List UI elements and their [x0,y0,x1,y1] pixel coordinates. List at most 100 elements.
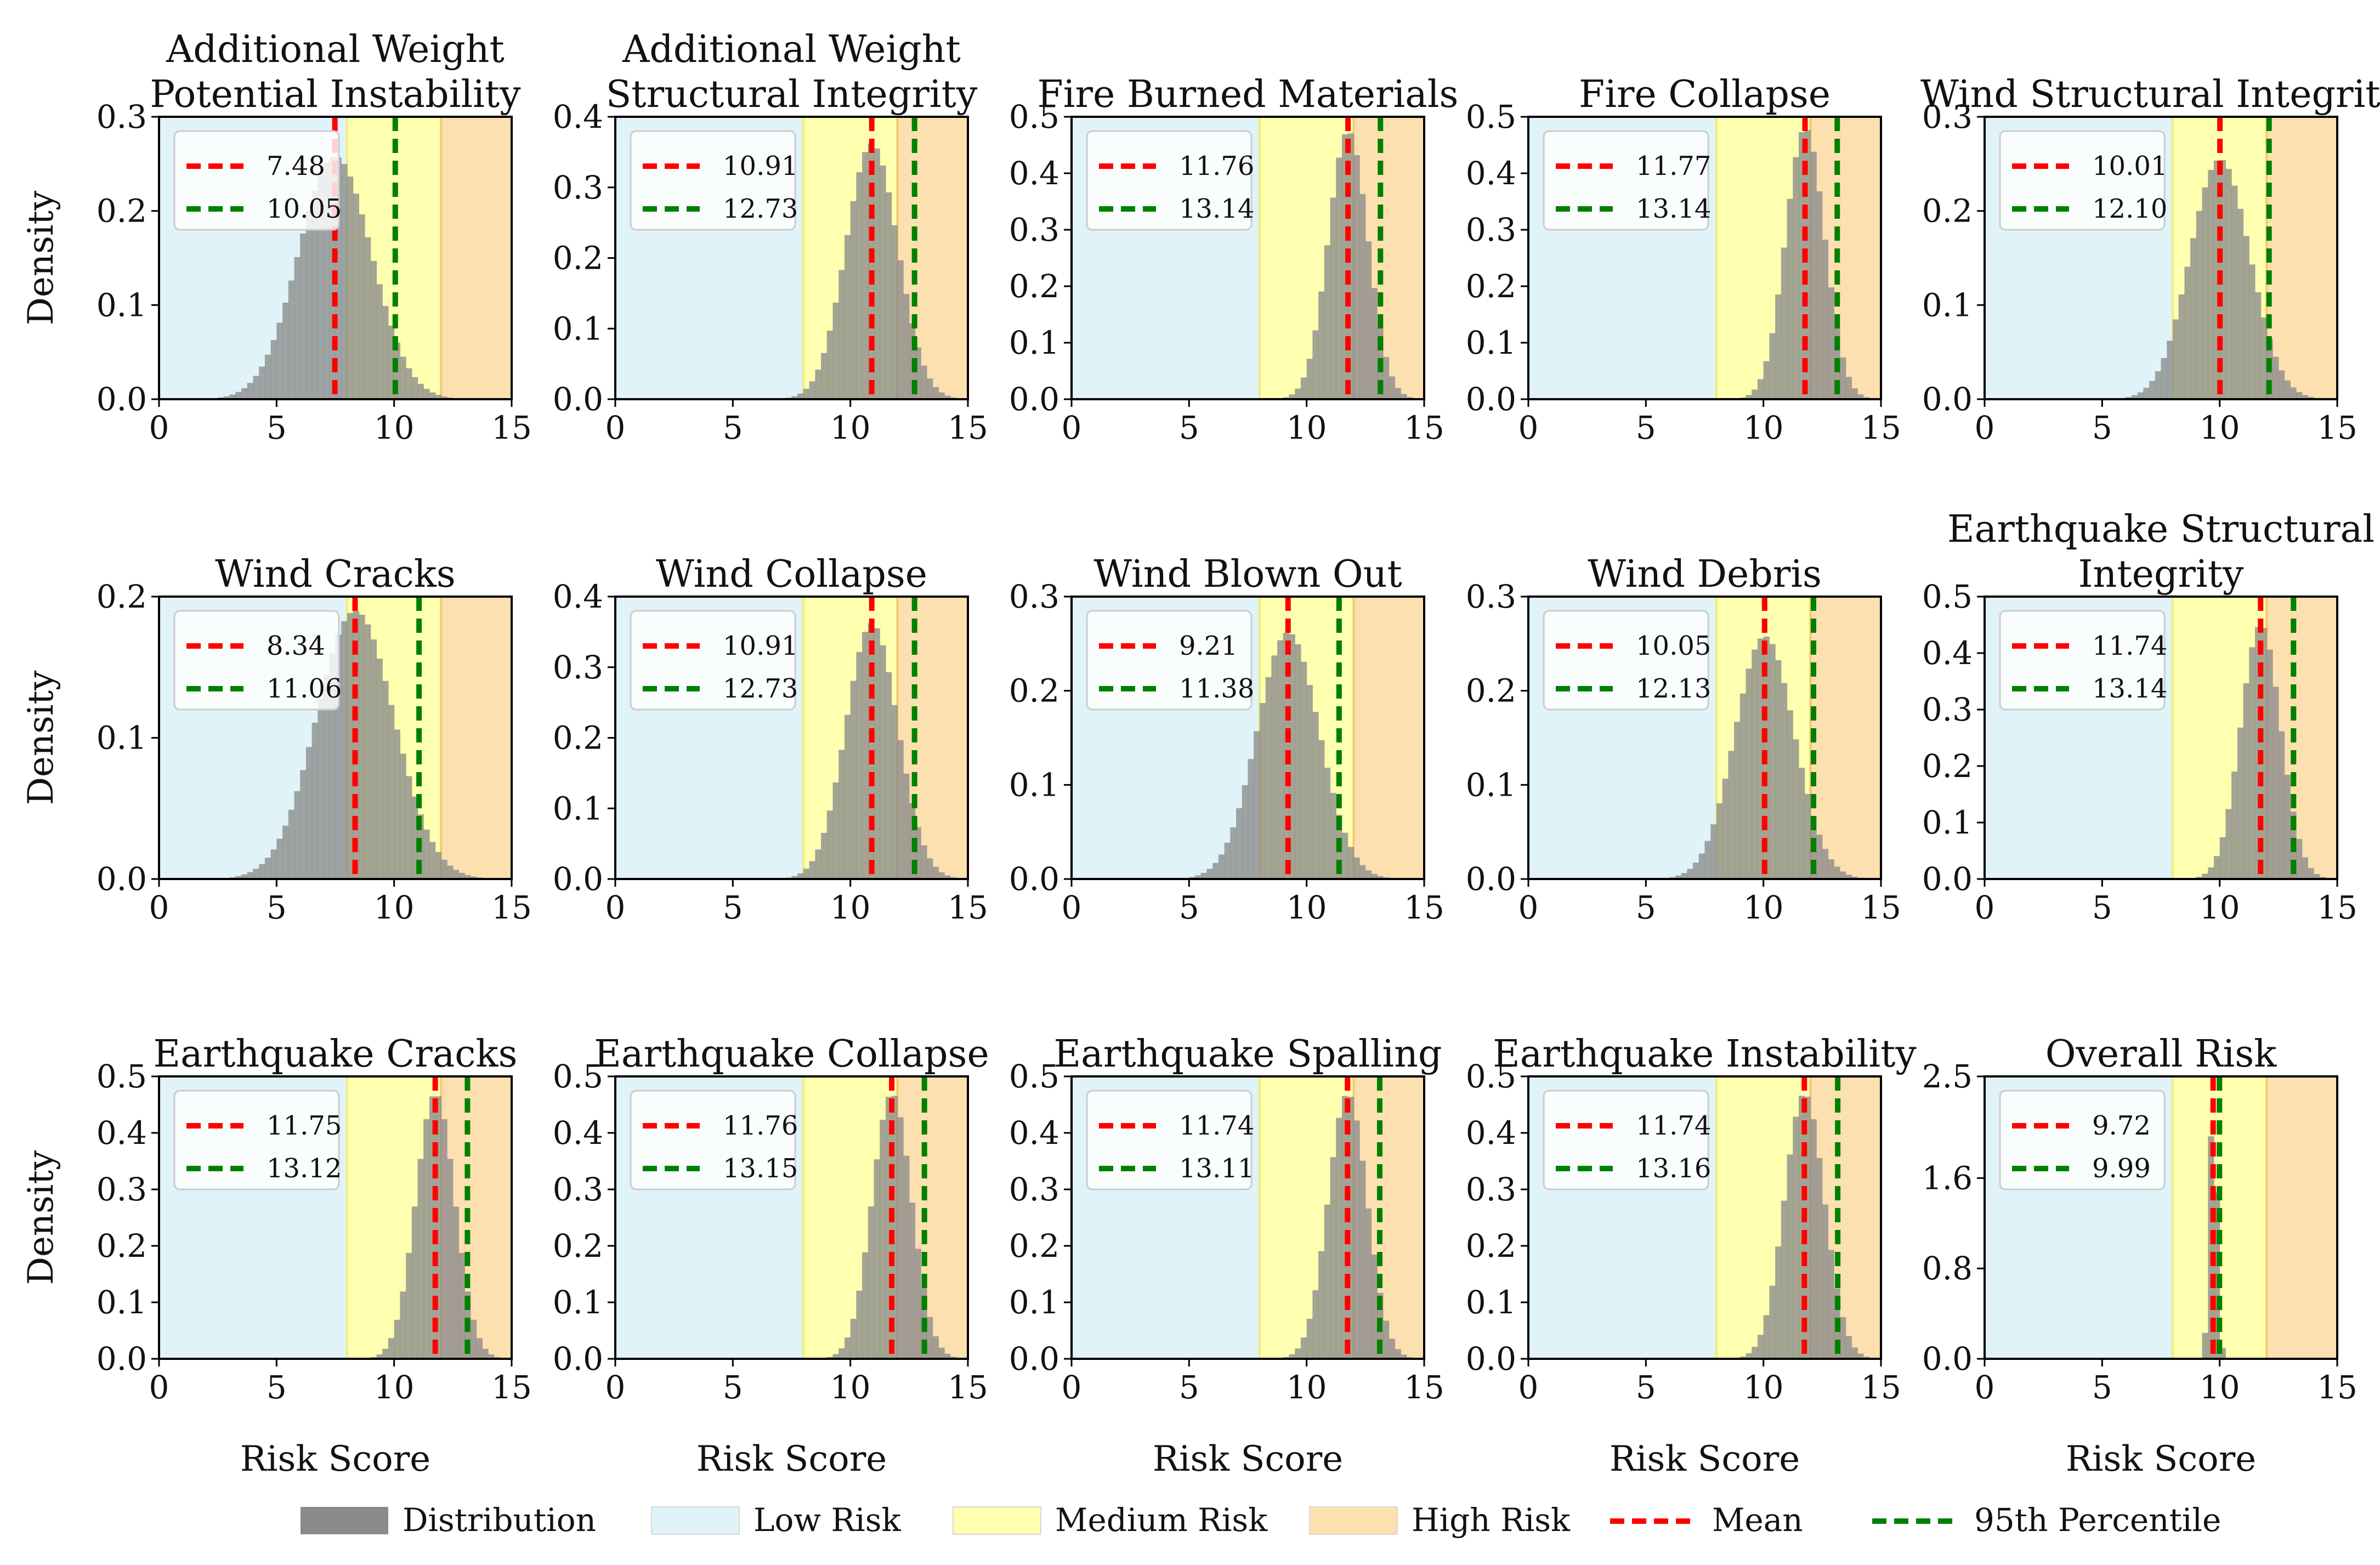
x-tick-label: 10 [830,889,871,926]
y-tick-label: 0.1 [1466,766,1516,803]
legend-label: Distribution [403,1501,596,1539]
y-axis-label: Density [21,1150,61,1285]
panel-6: 0 5 10 15 0.0 0.1 0.2 Wind Cracks 8.34 11.06 Densi… [21,553,532,926]
histogram-bar [2278,370,2285,399]
histogram-bar [1306,359,1313,399]
x-tick-label: 10 [1743,889,1784,926]
histogram-bar [2184,266,2191,399]
panel-9: 0 5 10 15 0.0 0.1 0.2 0.3 Wind Debris 10.05 12.13 [1466,553,1901,926]
histogram-bar [1687,869,1693,879]
histogram-bar [1195,875,1202,879]
panel-title: Earthquake Spalling [1054,1033,1442,1076]
histogram-bar [1341,134,1348,399]
histogram-bar [1787,199,1793,399]
histogram-bar [359,614,365,879]
histogram-bar [305,211,313,399]
histogram-bar [1271,655,1278,879]
histogram-bar [411,796,418,879]
figure-legend: Distribution Low Risk Medium Risk High Risk… [301,1501,2221,1539]
axes-frame [158,116,513,400]
histogram-bar [400,753,406,879]
histogram-bar [1763,361,1770,399]
panel-title: Potential Instability [150,73,521,116]
histogram-bar [288,280,295,399]
histogram-bar [2284,380,2291,399]
panel-legend-box [1543,610,1709,711]
x-tick-label: 10 [830,1369,871,1406]
legend-mean-value: 9.21 [1179,631,1238,661]
histogram-bar [1752,389,1758,399]
histogram-bar [1200,872,1208,879]
legend-mean-value: 7.48 [267,151,325,182]
axes-frame [158,1075,513,1360]
histogram-bar [1300,661,1307,879]
histogram-bar [1318,291,1325,399]
histogram-bar [1206,869,1213,879]
histogram-bar [897,1117,904,1359]
panel-15: 0 5 10 15 0.0 0.8 1.6 2.5 Overall Risk 9.72 9.99 Ri… [1922,1033,2358,1479]
histogram-bar [2266,649,2273,879]
legend-label: Medium Risk [1055,1501,1268,1539]
panel-legend-box [1543,130,1709,231]
panel-1: 0 5 10 15 0.0 0.1 0.2 0.3 Additional WeightPoten… [21,28,532,446]
panel-legend-box [630,1090,796,1190]
y-tick-label: 0.4 [553,98,603,135]
histogram-bar [1710,824,1717,879]
histogram-bar [1347,1097,1354,1359]
histogram-bar [2213,160,2220,399]
histogram-bar [2202,187,2208,399]
panel-title: Earthquake Collapse [594,1033,989,1076]
x-tick-label: 5 [723,409,743,446]
histogram-bar [2290,387,2297,399]
x-tick-label: 0 [1975,889,1995,926]
x-tick-label: 5 [723,1369,743,1406]
histogram-bar [944,395,951,399]
y-tick-label: 0.2 [1922,192,1973,230]
histogram-bar [1371,288,1378,399]
histogram-bar [347,176,354,399]
histogram-bar [1289,1354,1295,1359]
histogram-bar [1371,1254,1378,1359]
x-tick-label: 15 [1404,409,1444,446]
histogram-bar [2260,628,2267,879]
histogram-bar [288,809,295,879]
x-tick-label: 15 [948,409,988,446]
histogram-bar [1395,1349,1401,1359]
histogram-bar [2208,867,2214,879]
histogram-bar [1775,660,1782,879]
y-tick-label: 2.5 [1922,1058,1973,1095]
x-tick-label: 10 [374,409,415,446]
x-tick-label: 0 [1975,1369,1995,1406]
histogram-bar [1230,827,1237,879]
y-tick-label: 0.1 [97,1284,147,1321]
panel-title: Wind Cracks [215,553,456,596]
histogram-bar [2196,876,2203,879]
y-tick-label: 0.0 [1009,1340,1059,1377]
histogram-bar [1675,875,1682,879]
legend-p95-value: 13.14 [1636,194,1711,224]
histogram-bar [1318,740,1325,879]
histogram-bar [1728,751,1735,879]
x-tick-label: 15 [1404,889,1444,926]
y-tick-label: 0.0 [1922,860,1973,898]
histogram-bar [915,1249,921,1359]
histogram-bar [1365,870,1372,879]
y-tick-label: 0.3 [97,1171,147,1208]
histogram-bar [1277,640,1284,879]
histogram-bar [915,827,921,879]
zone-high-risk [1353,597,1424,879]
histogram-bar [803,389,810,399]
histogram-bar [938,392,945,399]
histogram-bar [318,174,324,399]
histogram-bar [429,392,436,399]
histogram-bar [2208,169,2214,399]
histogram-bar [458,872,465,879]
x-tick-label: 10 [830,409,871,446]
histogram-bar [464,875,471,879]
histogram-bar [365,237,371,399]
histogram-bar [2260,317,2267,399]
histogram-bar [1746,1353,1752,1359]
histogram-bar [1757,379,1764,399]
histogram-bar [2143,388,2150,399]
